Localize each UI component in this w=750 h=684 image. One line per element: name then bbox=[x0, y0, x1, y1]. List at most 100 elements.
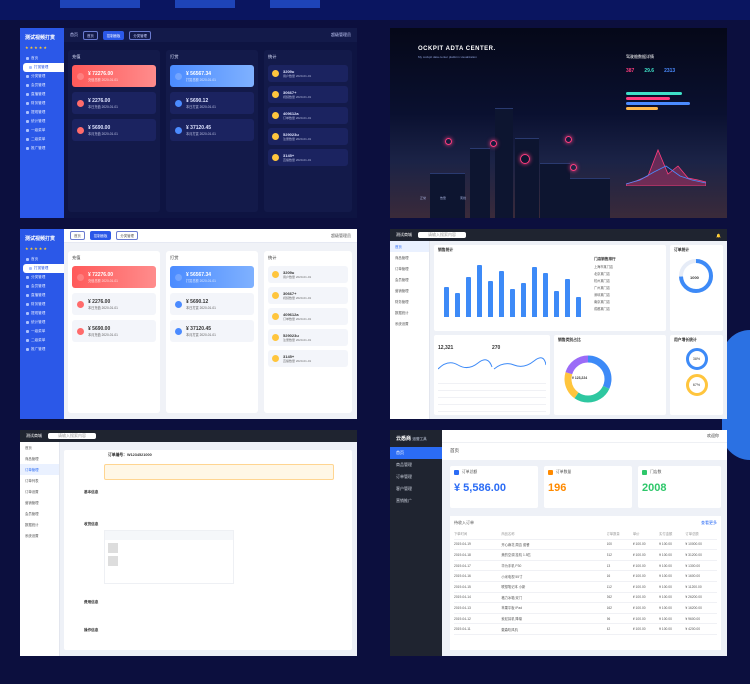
table-row[interactable] bbox=[438, 384, 546, 391]
stat-item[interactable]: 529023u 注册数量 2020-01-01 bbox=[268, 329, 348, 346]
sidebar-item[interactable]: 首页 bbox=[390, 241, 429, 252]
map-pin-icon[interactable] bbox=[445, 138, 452, 145]
sidebar-item[interactable]: 统计管理 bbox=[20, 318, 64, 327]
reward-card[interactable]: ¥ 56567.34 打赏总额 2020-01-01 bbox=[170, 65, 254, 87]
bar[interactable] bbox=[543, 273, 548, 317]
sidebar-item[interactable]: 统计管理 bbox=[20, 117, 64, 126]
sidebar-item[interactable]: 财务管理 bbox=[20, 300, 64, 309]
sidebar-item[interactable]: 系统设置 bbox=[20, 530, 59, 541]
sidebar-item[interactable]: 商品管理 bbox=[390, 252, 429, 263]
table-row[interactable]: 2019-04-19 开心麻花 周边 套餐 100 ¥ 100.00 ¥ 100.00 ¥… bbox=[454, 540, 717, 551]
sidebar-item[interactable]: 订单管理 bbox=[390, 471, 442, 483]
table-row[interactable]: 2019-04-16 小米电视 55寸 16 ¥ 100.00 ¥ 100.00 ¥ 16… bbox=[454, 571, 717, 582]
recharge-card[interactable]: ¥ 2276.00 本日充值 2020-01-01 bbox=[72, 293, 156, 315]
tab-control[interactable]: 控制面板 bbox=[89, 231, 112, 240]
recharge-card[interactable]: ¥ 72276.00 充值总额 2020-01-01 bbox=[72, 65, 156, 87]
sidebar-item[interactable]: 直播管理 bbox=[20, 291, 64, 300]
bar[interactable] bbox=[565, 279, 570, 317]
sidebar-item[interactable]: 提现管理 bbox=[20, 309, 64, 318]
table-row[interactable] bbox=[438, 391, 546, 398]
bell-icon[interactable]: 🔔 bbox=[716, 232, 721, 238]
sidebar-item[interactable]: 数据统计 bbox=[20, 519, 59, 530]
sidebar-item[interactable]: 一级菜单 bbox=[20, 327, 64, 336]
kpi-card[interactable]: 订单数量 196 bbox=[544, 466, 632, 508]
bar[interactable] bbox=[499, 271, 504, 317]
sidebar-item[interactable]: 财务管理 bbox=[390, 296, 429, 307]
stat-item[interactable]: 3145+ 直播数量 2020-01-01 bbox=[268, 149, 348, 166]
map-pin-icon[interactable] bbox=[520, 154, 530, 164]
table-row[interactable]: 2019-04-15 联想笔记本 小新 112 ¥ 100.00 ¥ 100.00 ¥ 1… bbox=[454, 582, 717, 593]
table-row[interactable] bbox=[438, 377, 546, 384]
stat-item[interactable]: 409612a 订单数量 2020-01-01 bbox=[268, 308, 348, 325]
stat-item[interactable]: 30667+ 视频数量 2020-01-01 bbox=[268, 86, 348, 103]
stat-item[interactable]: 30667+ 视频数量 2020-01-01 bbox=[268, 287, 348, 304]
sidebar-item[interactable]: 分类管理 bbox=[20, 273, 64, 282]
table-row[interactable]: 2019-04-18 美的空调 挂机 1.5匹 312 ¥ 100.00 ¥ 100.0… bbox=[454, 550, 717, 561]
user-name[interactable]: 超级管理员 bbox=[331, 232, 351, 238]
map-pin-icon[interactable] bbox=[490, 140, 497, 147]
sidebar-item[interactable]: 会员管理 bbox=[20, 508, 59, 519]
sidebar-item[interactable]: 首页 bbox=[390, 447, 442, 459]
bar[interactable] bbox=[576, 297, 581, 317]
map-pin-icon[interactable] bbox=[570, 164, 577, 171]
sidebar-item[interactable]: 会员管理 bbox=[390, 274, 429, 285]
sidebar-item[interactable]: 订单设置 bbox=[20, 486, 59, 497]
table-row[interactable]: 2019-04-12 索尼耳机 降噪 96 ¥ 100.00 ¥ 100.00 ¥ 960… bbox=[454, 614, 717, 625]
kpi-card[interactable]: 门店数 2008 bbox=[638, 466, 721, 508]
sidebar-item[interactable]: 会员管理 bbox=[20, 81, 64, 90]
bar[interactable] bbox=[510, 289, 515, 317]
bar[interactable] bbox=[455, 293, 460, 317]
sidebar-item[interactable]: 二级菜单 bbox=[20, 336, 64, 345]
user-name[interactable]: 超级管理员 bbox=[331, 32, 351, 37]
search-input[interactable]: 请输入搜索内容 bbox=[48, 433, 96, 439]
sidebar-item[interactable]: 提现管理 bbox=[20, 108, 64, 117]
bar[interactable] bbox=[477, 265, 482, 317]
bar[interactable] bbox=[532, 267, 537, 317]
tab-category[interactable]: 分类管理 bbox=[116, 231, 138, 240]
sidebar-item[interactable]: 一级菜单 bbox=[20, 126, 64, 135]
sidebar-item[interactable]: 营销推广 bbox=[390, 495, 442, 507]
reward-card[interactable]: ¥ 5690.12 本日打赏 2020-01-01 bbox=[170, 293, 254, 315]
recharge-card[interactable]: ¥ 5690.00 本月充值 2020-01-01 bbox=[72, 320, 156, 342]
sidebar-item[interactable]: 客户管理 bbox=[390, 483, 442, 495]
stat-item[interactable]: 529023u 注册数量 2020-01-01 bbox=[268, 128, 348, 145]
sidebar-item[interactable]: 推广管理 bbox=[20, 144, 64, 153]
sidebar-item[interactable]: 推广管理 bbox=[20, 345, 64, 354]
table-row[interactable] bbox=[438, 398, 546, 405]
table-row[interactable]: 2019-04-14 格力冰箱 双门 262 ¥ 100.00 ¥ 100.00 ¥ 26… bbox=[454, 593, 717, 604]
tab-home[interactable]: 首页 bbox=[70, 231, 85, 240]
tab-category[interactable]: 分类管理 bbox=[129, 30, 151, 40]
sidebar-item[interactable]: 商品管理 bbox=[390, 459, 442, 471]
sidebar-item[interactable]: 订单管理 bbox=[20, 464, 59, 475]
sidebar-item[interactable]: 打赏管理 bbox=[23, 264, 64, 273]
sidebar-item[interactable]: 直播管理 bbox=[20, 90, 64, 99]
tab-home[interactable]: 首页 bbox=[83, 30, 98, 40]
tab-control[interactable]: 控制面板 bbox=[102, 30, 125, 40]
kpi-card[interactable]: 订单总额 ¥ 5,586.00 bbox=[450, 466, 538, 508]
sidebar-item[interactable]: 首页 bbox=[20, 255, 64, 264]
bar[interactable] bbox=[466, 277, 471, 317]
bar[interactable] bbox=[488, 281, 493, 317]
bar[interactable] bbox=[444, 287, 449, 317]
sidebar-item[interactable]: 打赏管理 bbox=[23, 63, 64, 72]
sidebar-item[interactable]: 订单管理 bbox=[390, 263, 429, 274]
sidebar-item[interactable]: 首页 bbox=[20, 442, 59, 453]
sidebar-item[interactable]: 数据统计 bbox=[390, 307, 429, 318]
table-row[interactable] bbox=[438, 405, 546, 412]
user-name[interactable]: 欢迎你 bbox=[707, 433, 719, 438]
sidebar-item[interactable]: 营销管理 bbox=[20, 497, 59, 508]
sidebar-item[interactable]: 首页 bbox=[20, 54, 64, 63]
stat-item[interactable]: 409612a 订单数量 2020-01-01 bbox=[268, 107, 348, 124]
sidebar-item[interactable]: 会员管理 bbox=[20, 282, 64, 291]
reward-card[interactable]: ¥ 56567.34 打赏总额 2020-01-01 bbox=[170, 266, 254, 288]
recharge-card[interactable]: ¥ 72276.00 充值总额 2020-01-01 bbox=[72, 266, 156, 288]
sidebar-item[interactable]: 商品管理 bbox=[20, 453, 59, 464]
sidebar-item[interactable]: 系统设置 bbox=[390, 318, 429, 329]
stat-item[interactable]: 3209u 用户数量 2020-01-01 bbox=[268, 65, 348, 82]
sidebar-item[interactable]: 订单列表 bbox=[20, 475, 59, 486]
sidebar-item[interactable]: 财务管理 bbox=[20, 99, 64, 108]
table-row[interactable]: 2019-04-17 华为手机 P30 13 ¥ 100.00 ¥ 100.00 ¥ 13… bbox=[454, 561, 717, 572]
sidebar-item[interactable]: 营销管理 bbox=[390, 285, 429, 296]
bar[interactable] bbox=[554, 291, 559, 317]
search-input[interactable]: 请输入搜索内容 bbox=[418, 232, 466, 238]
